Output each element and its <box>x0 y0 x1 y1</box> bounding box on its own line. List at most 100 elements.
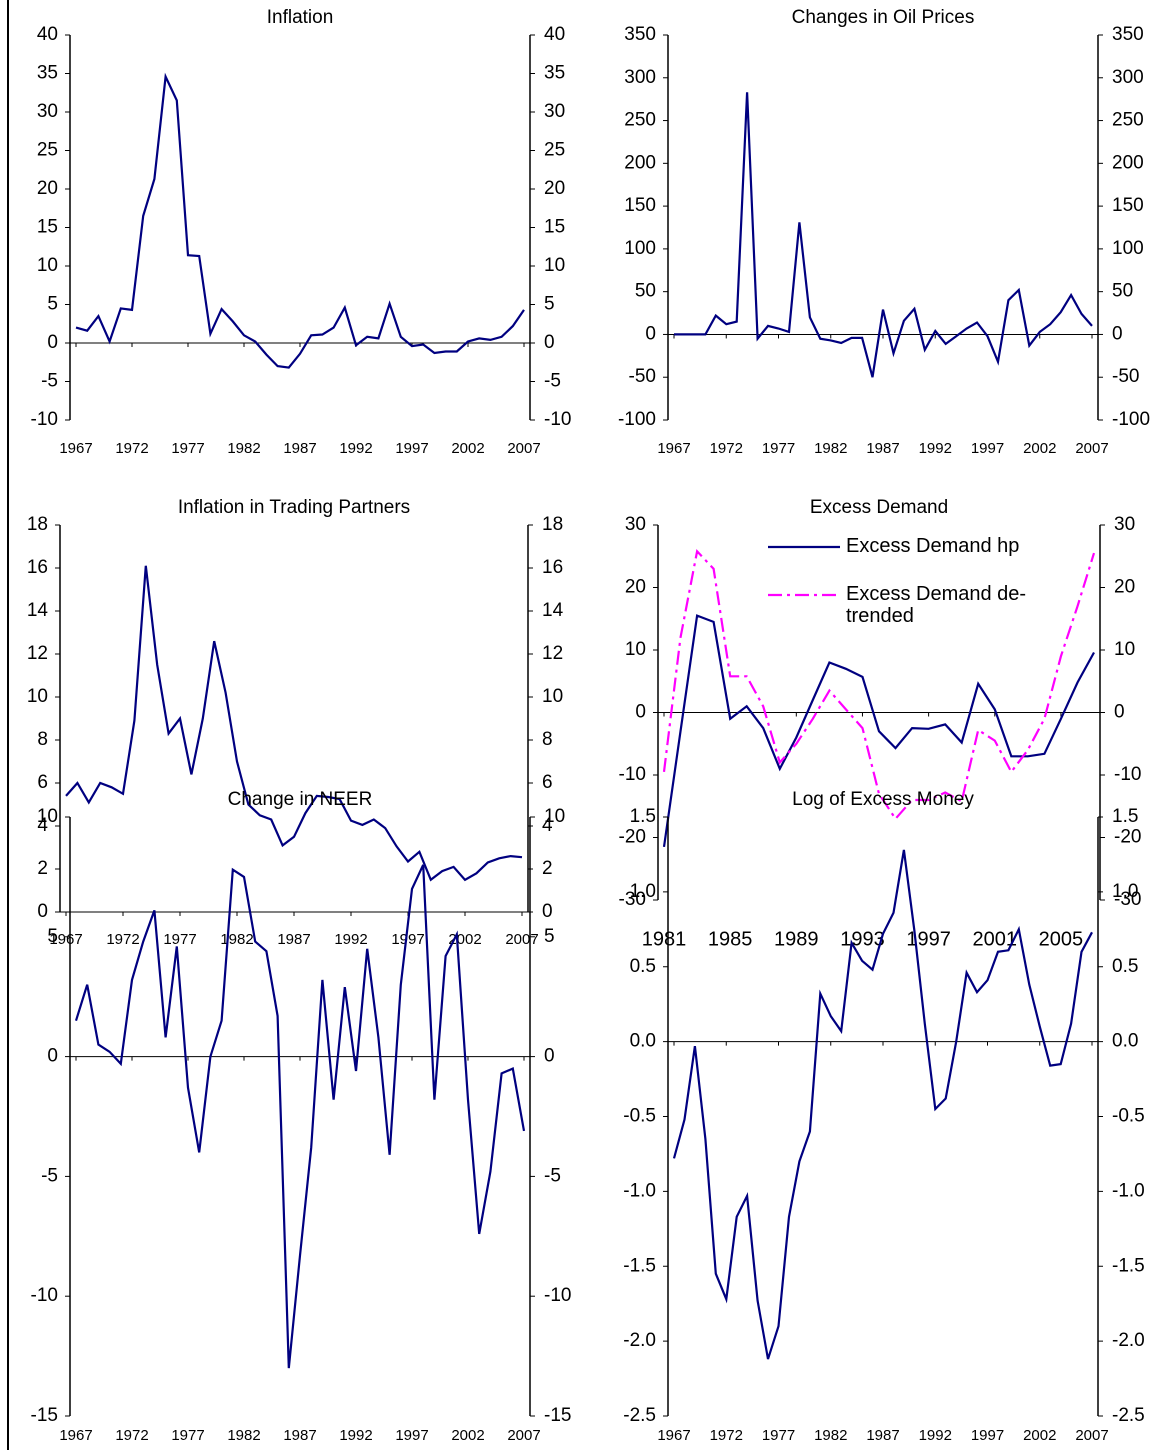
y-tick-label-right: 1.0 <box>1112 881 1138 902</box>
y-tick-label-left: 14 <box>27 600 49 621</box>
y-tick-label-left: 10 <box>625 639 646 660</box>
y-tick-label-left: 25 <box>37 140 58 161</box>
y-tick-label-right: -5 <box>544 371 561 392</box>
y-tick-label-right: -100 <box>1112 409 1150 430</box>
y-tick-label-left: 0 <box>47 1046 58 1067</box>
y-tick-label-right: 6 <box>542 772 553 793</box>
y-tick-label-right: 0 <box>1112 323 1123 344</box>
x-tick-label: 1989 <box>774 928 819 950</box>
y-tick-label-left: 250 <box>624 110 656 131</box>
x-tick-label: 1982 <box>227 1427 260 1444</box>
x-tick-label: 1982 <box>227 440 260 457</box>
y-tick-label-left: 10 <box>27 686 48 707</box>
y-tick-label-left: 10 <box>37 806 58 827</box>
y-tick-label-right: 40 <box>544 24 565 45</box>
y-tick-label-left: 5 <box>47 294 58 315</box>
y-tick-label-left: -5 <box>41 1165 58 1186</box>
y-tick-label-left: -10 <box>619 764 646 785</box>
x-tick-label: 1997 <box>906 928 951 950</box>
y-tick-label-right: 18 <box>542 514 563 535</box>
y-tick-label-left: 100 <box>624 238 656 259</box>
x-tick-label: 1997 <box>395 1427 428 1444</box>
y-tick-label-left: -2.0 <box>623 1330 656 1351</box>
data-line <box>662 614 1095 848</box>
x-tick-label: 1997 <box>971 1427 1004 1444</box>
x-tick-label: 1972 <box>115 1427 148 1444</box>
y-tick-label-right: -30 <box>1114 889 1141 910</box>
y-tick-label-right: 12 <box>542 643 563 664</box>
data-line <box>662 548 1096 821</box>
chart-title: Changes in Oil Prices <box>792 7 975 28</box>
x-tick-label: 2007 <box>507 1427 540 1444</box>
y-tick-label-right: 0 <box>544 332 555 353</box>
y-tick-label-right: 0 <box>1114 702 1125 723</box>
y-tick-label-right: 0.0 <box>1112 1031 1138 1052</box>
y-tick-label-left: 12 <box>27 643 48 664</box>
y-tick-label-right: 20 <box>1114 577 1135 598</box>
y-tick-label-right: 10 <box>542 686 563 707</box>
chart-title: Change in NEER <box>228 789 373 810</box>
x-tick-label: 1967 <box>59 440 92 457</box>
x-tick-label: 2007 <box>507 440 540 457</box>
y-tick-label-right: -20 <box>1114 827 1141 848</box>
data-line <box>75 72 525 369</box>
data-line <box>672 849 1093 1360</box>
x-tick-label: 2001 <box>973 928 1018 950</box>
x-tick-label: 2007 <box>505 931 538 948</box>
y-tick-label-right: 50 <box>1112 281 1133 302</box>
y-tick-label-right: 30 <box>1114 514 1135 535</box>
y-tick-label-left: -1.5 <box>623 1255 656 1276</box>
x-tick-label: 1997 <box>395 440 428 457</box>
y-tick-label-right: 30 <box>544 101 565 122</box>
chart-title: Inflation <box>267 7 334 28</box>
legend-entry: Excess Demand de-trended <box>846 583 1026 627</box>
x-tick-label: 1967 <box>657 1427 690 1444</box>
y-tick-label-left: 150 <box>624 195 656 216</box>
y-tick-label-right: -2.5 <box>1112 1405 1145 1426</box>
x-tick-label: 1967 <box>49 931 82 948</box>
y-tick-label-right: 250 <box>1112 110 1144 131</box>
y-tick-label-left: 300 <box>624 67 656 88</box>
y-tick-label-left: 40 <box>37 24 58 45</box>
y-tick-label-left: 0.0 <box>630 1031 656 1052</box>
y-tick-label-right: 2 <box>542 858 553 879</box>
y-tick-label-right: 200 <box>1112 152 1144 173</box>
x-tick-label: 1987 <box>283 440 316 457</box>
x-tick-label: 1967 <box>59 1427 92 1444</box>
x-tick-label: 1977 <box>171 440 204 457</box>
chart-title: Inflation in Trading Partners <box>178 497 410 518</box>
data-line <box>74 864 526 1369</box>
x-tick-label: 1987 <box>866 440 899 457</box>
y-tick-label-right: -1.5 <box>1112 1255 1145 1276</box>
y-tick-label-right: 4 <box>542 815 553 836</box>
y-tick-label-left: -10 <box>31 409 58 430</box>
y-tick-label-left: 0 <box>645 323 656 344</box>
y-tick-label-right: 15 <box>544 217 565 238</box>
y-tick-label-left: -50 <box>629 366 656 387</box>
x-tick-label: 1972 <box>106 931 139 948</box>
x-tick-label: 1987 <box>277 931 310 948</box>
y-tick-label-right: 150 <box>1112 195 1144 216</box>
y-tick-label-left: 5 <box>47 926 58 947</box>
y-tick-label-left: 8 <box>37 729 48 750</box>
y-tick-label-left: -100 <box>618 409 656 430</box>
y-tick-label-left: -0.5 <box>623 1106 656 1127</box>
y-tick-label-left: 15 <box>37 217 58 238</box>
y-tick-label-left: -30 <box>619 889 646 910</box>
y-tick-label-right: -10 <box>1114 764 1141 785</box>
x-tick-label: 1992 <box>339 1427 372 1444</box>
data-line <box>65 565 523 882</box>
x-tick-label: 1985 <box>708 928 753 950</box>
y-tick-label-left: 0 <box>47 332 58 353</box>
y-tick-label-left: 6 <box>37 772 48 793</box>
x-tick-label: 1981 <box>642 928 687 950</box>
y-tick-label-right: 10 <box>544 255 565 276</box>
y-tick-label-right: -10 <box>544 409 571 430</box>
y-tick-label-left: -15 <box>31 1405 58 1426</box>
y-tick-label-left: 50 <box>635 281 656 302</box>
y-tick-label-right: 14 <box>542 600 564 621</box>
y-tick-label-right: 1.5 <box>1112 806 1138 827</box>
x-tick-label: 1977 <box>762 1427 795 1444</box>
y-tick-label-left: 1.5 <box>630 806 656 827</box>
x-tick-label: 1982 <box>220 931 253 948</box>
